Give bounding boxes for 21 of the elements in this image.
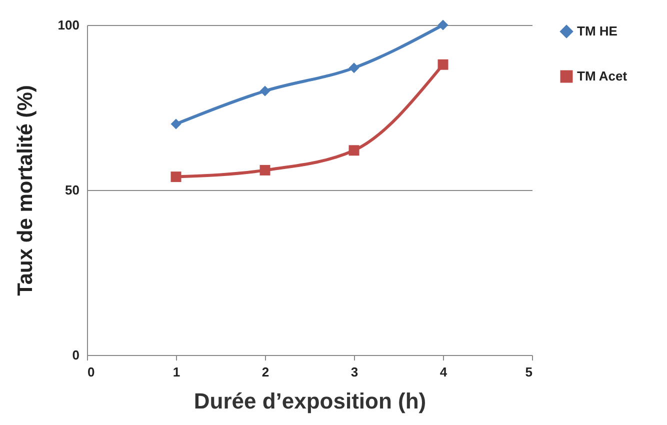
x-tick-label: 0 (88, 364, 95, 380)
y-tick-label: 100 (58, 18, 80, 32)
x-tick-label: 1 (172, 364, 180, 380)
legend-label: TM Acet (577, 68, 628, 84)
y-tick-label: 0 (72, 348, 80, 362)
point (170, 118, 182, 130)
point (348, 62, 360, 74)
legend-label: TM HE (577, 24, 618, 38)
y-axis-title: Taux de mortalité (%) (14, 85, 37, 296)
x-axis-title: Durée d’exposition (h) (194, 388, 426, 414)
x-tick-label: 2 (262, 364, 270, 380)
point (438, 20, 448, 30)
y-tick-label: 50 (65, 182, 80, 198)
point (260, 164, 270, 176)
x-tick-label: 5 (525, 364, 532, 380)
point (170, 172, 182, 182)
point (348, 145, 360, 156)
point (260, 86, 270, 96)
x-tick-label: 4 (440, 364, 448, 380)
point (438, 59, 448, 70)
x-tick-label: 3 (350, 364, 358, 380)
